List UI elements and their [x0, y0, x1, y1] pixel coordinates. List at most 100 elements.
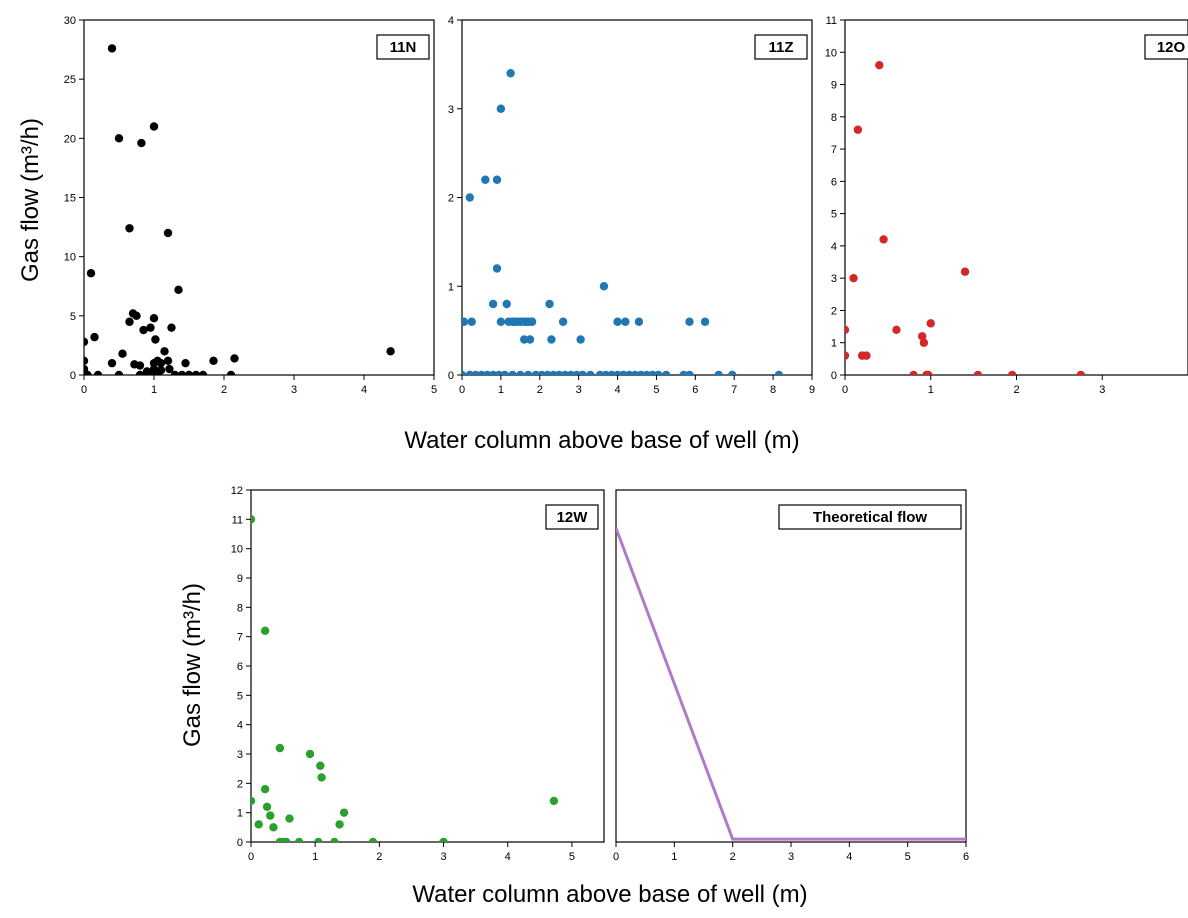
data-point — [149, 314, 159, 323]
data-point — [527, 317, 537, 326]
x-tick-label: 3 — [291, 384, 297, 396]
data-point — [170, 370, 180, 375]
x-tick-label: 3 — [1099, 384, 1105, 396]
data-point — [107, 44, 117, 53]
data-point — [465, 193, 474, 202]
data-point — [314, 837, 323, 842]
data-point — [714, 370, 723, 375]
data-point — [599, 282, 609, 291]
y-tick-label: 6 — [237, 661, 243, 673]
data-point — [260, 626, 270, 635]
top-ylabel: Gas flow (m³/h) — [17, 118, 44, 282]
series-12o — [845, 60, 1086, 375]
data-point — [917, 332, 927, 341]
data-point — [558, 317, 568, 326]
y-tick-label: 30 — [64, 15, 76, 27]
y-tick-label: 1 — [448, 281, 454, 293]
data-point — [508, 370, 517, 375]
data-point — [492, 175, 502, 184]
y-tick-label: 10 — [64, 252, 76, 264]
x-tick-label: 1 — [312, 851, 318, 863]
data-point — [339, 808, 349, 817]
data-point — [502, 299, 511, 309]
x-tick-label: 1 — [671, 851, 677, 863]
data-point — [226, 370, 236, 375]
x-tick-label: 2 — [376, 851, 382, 863]
data-point — [125, 317, 134, 326]
data-point — [960, 267, 970, 276]
data-point — [316, 761, 325, 770]
data-point — [621, 317, 630, 326]
data-point — [184, 370, 194, 375]
data-point — [386, 347, 395, 356]
data-point — [525, 335, 535, 344]
y-tick-label: 5 — [237, 690, 243, 702]
x-tick-label: 0 — [613, 851, 619, 863]
data-point — [86, 269, 96, 278]
data-point — [516, 370, 525, 375]
data-point — [84, 356, 89, 365]
y-tick-label: 8 — [831, 112, 837, 124]
series-theoretical-flow — [616, 527, 966, 841]
x-tick-label: 1 — [151, 384, 157, 396]
panel-12o: 0 1 2 3 0 1 2 3 4 5 6 7 8 9 10 11 12O — [825, 15, 1188, 396]
y-tick-label: 20 — [64, 133, 76, 145]
x-tick-label: 4 — [614, 384, 620, 396]
y-tick-label: 4 — [831, 241, 837, 253]
data-point — [163, 356, 173, 365]
data-point — [230, 354, 239, 363]
data-point — [488, 299, 498, 309]
data-point — [467, 317, 476, 326]
data-point — [132, 311, 141, 321]
data-point — [275, 743, 285, 753]
x-tick-label: 4 — [361, 384, 367, 396]
data-point — [251, 796, 256, 806]
theoretical-flow-line — [616, 527, 966, 841]
data-point — [330, 837, 339, 842]
data-point — [84, 370, 92, 375]
x-tick-label: 8 — [770, 384, 776, 396]
x-tick-label: 5 — [905, 851, 911, 863]
data-point — [156, 366, 166, 375]
data-point — [547, 335, 556, 344]
data-point — [209, 356, 218, 365]
x-tick-label: 6 — [692, 384, 698, 396]
data-point — [973, 370, 983, 375]
plot-frame — [250, 489, 605, 843]
y-tick-label: 0 — [237, 837, 243, 849]
y-tick-label: 12 — [231, 485, 243, 497]
x-tick-label: 3 — [440, 851, 446, 863]
data-point — [462, 317, 469, 326]
y-tick-label: 2 — [237, 778, 243, 790]
x-tick-label: 0 — [459, 384, 465, 396]
y-tick-label: 11 — [826, 15, 837, 27]
data-point — [774, 370, 784, 375]
data-point — [510, 317, 519, 326]
data-point — [177, 370, 187, 375]
panel-theoretical-flow: 0 1 2 3 4 5 6 Theoretical flow — [613, 489, 969, 863]
data-point — [135, 361, 145, 370]
x-tick-label: 4 — [846, 851, 852, 863]
y-tick-label: 3 — [448, 104, 454, 116]
panel-11n: 0 1 2 3 4 5 0 5 10 15 20 25 30 11N — [64, 15, 437, 396]
data-point — [849, 273, 858, 283]
data-point — [845, 351, 850, 360]
data-point — [506, 69, 515, 78]
y-tick-label: 10 — [825, 47, 837, 59]
data-point — [439, 837, 448, 842]
data-point — [923, 370, 933, 375]
data-point — [654, 370, 663, 375]
y-tick-label: 7 — [831, 144, 837, 156]
data-point — [685, 317, 694, 326]
data-point — [174, 285, 183, 294]
x-tick-label: 2 — [1013, 384, 1019, 396]
data-point — [260, 785, 270, 794]
data-point — [368, 837, 378, 842]
data-point — [879, 235, 888, 244]
data-point — [118, 349, 127, 358]
panel-label-frame — [376, 34, 430, 60]
data-point — [125, 224, 134, 233]
data-point — [661, 370, 671, 375]
